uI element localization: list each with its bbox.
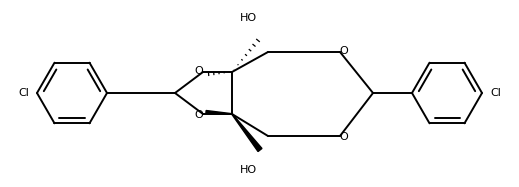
Polygon shape	[232, 114, 262, 151]
Text: HO: HO	[239, 165, 256, 175]
Text: O: O	[339, 46, 348, 56]
Polygon shape	[206, 111, 232, 114]
Text: O: O	[339, 132, 348, 142]
Text: Cl: Cl	[490, 88, 501, 98]
Text: O: O	[195, 110, 203, 120]
Text: Cl: Cl	[18, 88, 29, 98]
Text: O: O	[195, 66, 203, 76]
Text: HO: HO	[239, 13, 256, 23]
